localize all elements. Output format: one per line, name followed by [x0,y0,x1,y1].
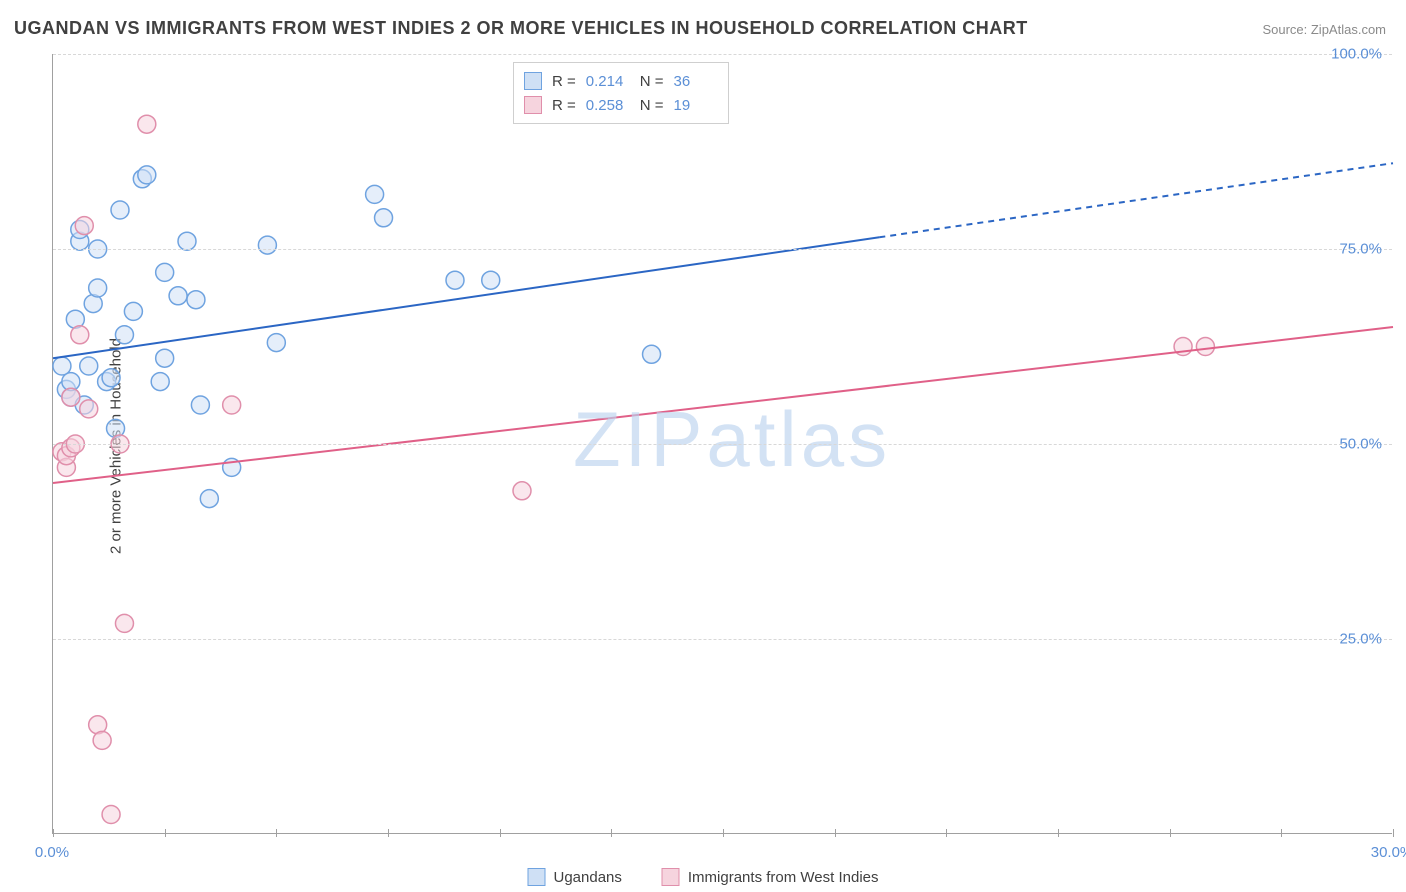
x-tick [1393,829,1394,837]
data-point [258,236,276,254]
legend-swatch [662,868,680,886]
trend-line [53,327,1393,483]
x-tick-label: 30.0% [1371,844,1406,861]
x-tick [1170,829,1171,837]
data-point [102,806,120,824]
stat-n-label: N = [640,97,664,114]
data-point [156,263,174,281]
data-point [482,271,500,289]
chart-title: UGANDAN VS IMMIGRANTS FROM WEST INDIES 2… [14,18,1028,39]
legend-label: Immigrants from West Indies [688,869,879,886]
legend-label: Ugandans [554,869,622,886]
y-tick-label: 100.0% [1331,46,1382,63]
x-tick [723,829,724,837]
stat-n-value: 36 [674,73,718,90]
stat-n-label: N = [640,73,664,90]
stat-r-label: R = [552,73,576,90]
trend-line-dashed [879,163,1393,237]
legend-item: Immigrants from West Indies [662,868,879,886]
x-tick [1281,829,1282,837]
data-point [80,357,98,375]
data-point [138,115,156,133]
data-point [151,373,169,391]
x-tick [611,829,612,837]
data-point [71,326,89,344]
data-point [267,334,285,352]
data-point [366,185,384,203]
data-point [375,209,393,227]
gridline [53,444,1392,445]
stat-r-value: 0.258 [586,97,630,114]
data-point [115,326,133,344]
data-point [75,217,93,235]
data-point [187,291,205,309]
data-point [200,490,218,508]
bottom-legend: Ugandans Immigrants from West Indies [528,868,879,886]
y-tick-label: 25.0% [1339,631,1382,648]
data-point [178,232,196,250]
x-tick [500,829,501,837]
data-point [93,731,111,749]
data-point [80,400,98,418]
data-point [191,396,209,414]
data-point [643,345,661,363]
gridline [53,54,1392,55]
x-tick [276,829,277,837]
legend-swatch [524,72,542,90]
data-point [446,271,464,289]
data-point [111,201,129,219]
source-label: Source: ZipAtlas.com [1262,22,1386,37]
data-point [1196,338,1214,356]
gridline [53,639,1392,640]
stat-r-value: 0.214 [586,73,630,90]
legend-swatch [528,868,546,886]
x-tick [946,829,947,837]
data-point [62,388,80,406]
data-point [169,287,187,305]
x-tick [1058,829,1059,837]
x-tick [835,829,836,837]
data-point [115,614,133,632]
data-point [89,279,107,297]
y-tick-label: 50.0% [1339,436,1382,453]
legend-item: Ugandans [528,868,622,886]
x-tick-label: 0.0% [35,844,69,861]
stat-r-label: R = [552,97,576,114]
x-tick [388,829,389,837]
x-tick [53,829,54,837]
data-point [138,166,156,184]
data-point [124,302,142,320]
gridline [53,249,1392,250]
plot-area: ZIPatlas R =0.214N =36R =0.258N =19 25.0… [52,54,1392,834]
data-point [102,369,120,387]
stats-legend: R = 0.214 N = 36 R = 0.258 N = 19 [513,62,729,124]
stat-n-value: 19 [674,97,718,114]
y-tick-label: 75.0% [1339,241,1382,258]
data-point [223,396,241,414]
data-point [156,349,174,367]
x-tick [165,829,166,837]
data-point [513,482,531,500]
stats-row: R = 0.214 N = 36 [524,69,718,93]
legend-swatch [524,96,542,114]
stats-row: R = 0.258 N = 19 [524,93,718,117]
